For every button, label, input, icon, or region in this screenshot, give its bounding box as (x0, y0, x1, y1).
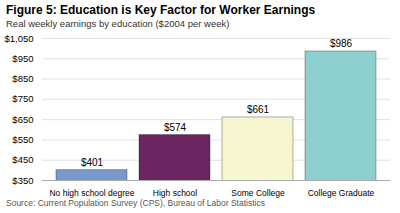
svg-text:$401: $401 (81, 157, 104, 168)
svg-text:$661: $661 (247, 104, 270, 115)
html-text:Real weekly earnings by educat: Real weekly earnings by education ($2004… (6, 18, 230, 29)
svg-text:$450: $450 (12, 154, 33, 165)
svg-text:College Graduate: College Graduate (308, 188, 375, 198)
svg-text:$550: $550 (12, 134, 33, 145)
svg-text:$750: $750 (12, 93, 33, 104)
svg-text:$850: $850 (12, 73, 33, 84)
html-text:Source: Current Population Sur: Source: Current Population Survey (CPS),… (6, 198, 265, 208)
svg-text:$1,050: $1,050 (4, 33, 33, 44)
svg-text:High school: High school (153, 188, 198, 198)
svg-text:$950: $950 (12, 53, 33, 64)
svg-text:$574: $574 (164, 122, 187, 133)
svg-text:$350: $350 (12, 175, 33, 186)
svg-text:No high school degree: No high school degree (49, 188, 134, 198)
svg-text:Some College: Some College (231, 188, 285, 198)
svg-text:$986: $986 (330, 38, 353, 49)
html-text:Figure 5: Education is Key Fac: Figure 5: Education is Key Factor for Wo… (6, 3, 316, 17)
svg-text:$650: $650 (12, 114, 33, 125)
